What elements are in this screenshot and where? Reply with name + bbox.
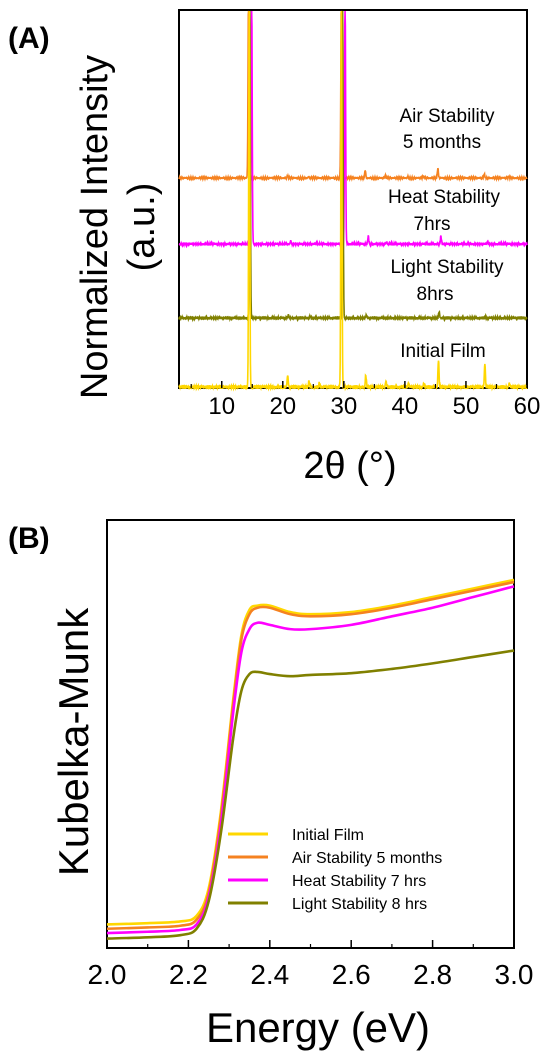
legend-label-light-stability-8-hrs: Light Stability 8 hrs [292, 896, 427, 913]
series-line-light-stability-8hrs [178, 10, 528, 323]
panel-b-legend: Initial Film Air Stability 5 months Heat S… [228, 827, 442, 913]
series-line-air-stability-5-months [106, 580, 515, 931]
legend-label-initial-film: Initial Film [292, 827, 364, 844]
panel-a: (A) 10 20 30 40 50 60 Air Stability 5 months … [8, 9, 541, 487]
series-line-initial-film [178, 10, 528, 392]
x-tick-label: 2.2 [169, 959, 208, 990]
annotation-light-line1: Light Stability [390, 257, 504, 278]
annotation-heat-line1: Heat Stability [388, 187, 500, 208]
x-tick-label: 30 [330, 393, 357, 420]
legend-label-heat-stability-7-hrs: Heat Stability 7 hrs [292, 873, 426, 890]
x-tick-label: 20 [269, 393, 296, 420]
panel-a-series-group [178, 10, 528, 392]
x-tick-label: 60 [514, 393, 541, 420]
x-tick-label: 10 [208, 393, 235, 420]
panel-b-label: (B) [8, 522, 50, 555]
legend-label-air-stability-5-months: Air Stability 5 months [292, 850, 442, 867]
panel-b-x-ticks: 2.0 2.2 2.4 2.6 2.8 3.0 [88, 940, 534, 990]
annotation-light-line2: 8hrs [417, 284, 454, 305]
x-tick-label: 2.6 [332, 959, 371, 990]
series-line-light-stability-8-hrs [106, 649, 515, 940]
annotation-air-line1: Air Stability [399, 106, 495, 127]
annotation-initial-film: Initial Film [400, 341, 486, 362]
panel-b-series-group [106, 578, 515, 940]
panel-a-x-ticks: 10 20 30 40 50 60 [190, 381, 541, 420]
series-line-heat-stability-7hrs [178, 10, 528, 249]
panel-a-y-axis-title-line2: (a.u.) [121, 183, 163, 272]
panel-b-y-axis-title: Kubelka-Munk [50, 607, 97, 876]
panel-a-x-axis-title: 2θ (°) [303, 445, 396, 487]
annotation-heat-line2: 7hrs [414, 214, 451, 235]
series-line-initial-film [106, 578, 515, 926]
annotation-air-line2: 5 months [403, 132, 481, 153]
x-tick-label: 2.0 [88, 959, 127, 990]
series-line-heat-stability-7-hrs [106, 585, 515, 935]
panel-b-x-axis-title: Energy (eV) [206, 1004, 430, 1051]
x-tick-label: 2.4 [250, 959, 289, 990]
x-tick-label: 3.0 [495, 959, 534, 990]
panel-a-y-axis-title-line1: Normalized Intensity [74, 55, 116, 399]
x-tick-label: 50 [453, 393, 480, 420]
x-tick-label: 2.8 [413, 959, 452, 990]
x-tick-label: 40 [392, 393, 419, 420]
panel-b: (B) 2.0 2.2 2.4 2.6 2.8 3.0 Initial Film Air S… [8, 519, 534, 1051]
series-line-air-stability-5-months [178, 10, 528, 183]
panel-a-label: (A) [8, 22, 50, 55]
